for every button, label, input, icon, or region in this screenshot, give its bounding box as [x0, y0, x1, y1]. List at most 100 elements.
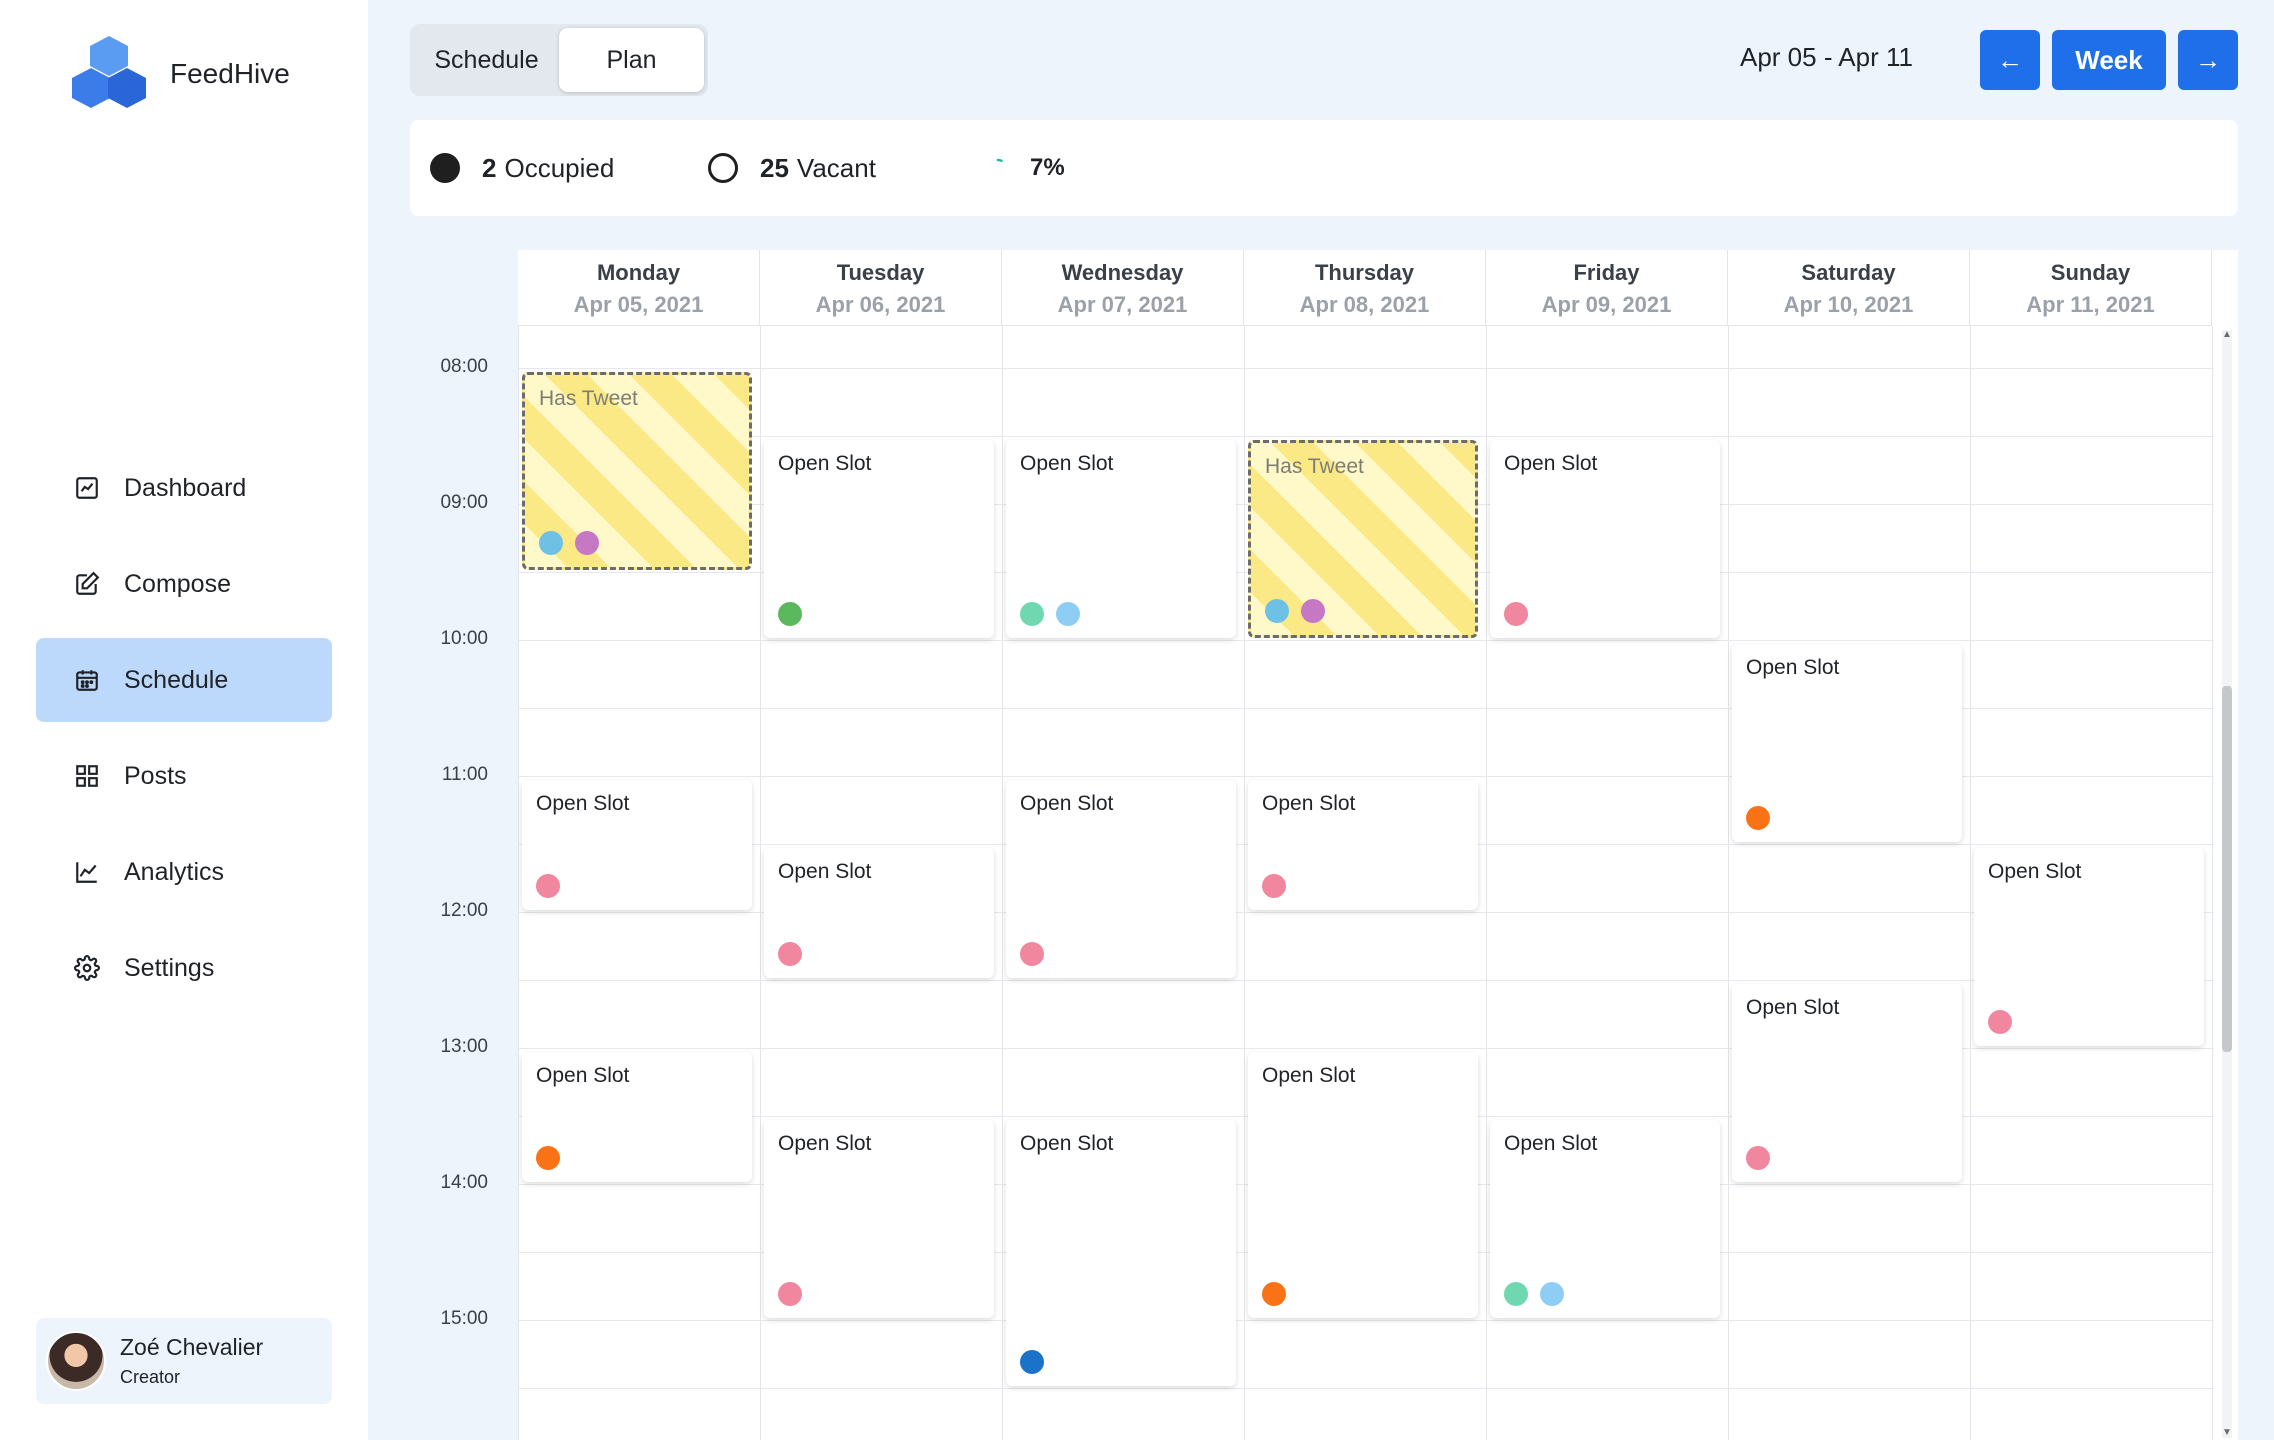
- column-divider: [1244, 326, 1245, 1440]
- account-dot-icon: [1504, 602, 1528, 626]
- scroll-down-icon[interactable]: ▼: [2222, 1427, 2232, 1438]
- day-date: Apr 10, 2021: [1783, 292, 1914, 317]
- brand[interactable]: FeedHive: [70, 34, 290, 114]
- slot-title: Open Slot: [1746, 996, 1840, 1019]
- open-slot[interactable]: Open Slot: [522, 780, 752, 910]
- sidebar-item-label: Dashboard: [124, 473, 247, 502]
- slot-title: Open Slot: [1262, 792, 1356, 815]
- vacant-count: 25: [760, 152, 789, 183]
- week-view-button[interactable]: Week: [2052, 30, 2166, 90]
- sidebar-item-compose[interactable]: Compose: [36, 542, 332, 626]
- grid-icon: [74, 763, 100, 789]
- account-dot-icon: [778, 1282, 802, 1306]
- account-dot-icon: [1301, 599, 1325, 623]
- tab-schedule[interactable]: Schedule: [434, 45, 539, 74]
- open-slot[interactable]: Open Slot: [1006, 780, 1236, 978]
- account-dot-icon: [539, 531, 563, 555]
- account-dot-icon: [1265, 599, 1289, 623]
- vacant-dot-icon: [708, 153, 738, 183]
- day-date: Apr 05, 2021: [573, 292, 704, 317]
- date-range: Apr 05 - Apr 11: [1740, 42, 1913, 72]
- user-name: Zoé Chevalier: [120, 1334, 264, 1360]
- day-header: Saturday Apr 10, 2021: [1728, 250, 1970, 326]
- open-slot[interactable]: Open Slot: [764, 848, 994, 978]
- sidebar-item-label: Settings: [124, 953, 215, 982]
- time-label: 09:00: [440, 492, 488, 513]
- row-divider: [518, 436, 2214, 437]
- row-divider: [518, 640, 2214, 641]
- column-divider: [1970, 326, 1971, 1440]
- open-slot[interactable]: Open Slot: [1006, 1120, 1236, 1386]
- previous-week-button[interactable]: ←: [1980, 30, 2040, 90]
- sidebar-nav: Dashboard Compose Schedule Posts Analyti…: [36, 446, 332, 1022]
- calendar-scrollbar[interactable]: ▲ ▼: [2222, 330, 2232, 1438]
- brand-name: FeedHive: [170, 58, 290, 89]
- time-label: 08:00: [440, 356, 488, 377]
- sidebar: FeedHive Dashboard Compose Schedule Post…: [0, 0, 368, 1440]
- day-name: Saturday: [1801, 260, 1896, 285]
- slot-title: Open Slot: [1988, 860, 2082, 883]
- occupied-dot-icon: [430, 153, 460, 183]
- open-slot[interactable]: Open Slot: [1490, 440, 1720, 638]
- tweet-slot[interactable]: Has Tweet: [1248, 440, 1478, 638]
- slot-accounts: [536, 1146, 572, 1170]
- open-slot[interactable]: Open Slot: [1974, 848, 2204, 1046]
- account-dot-icon: [1504, 1282, 1528, 1306]
- day-name: Sunday: [2050, 260, 2131, 285]
- account-dot-icon: [1746, 806, 1770, 830]
- column-divider: [1728, 326, 1729, 1440]
- day-date: Apr 08, 2021: [1299, 292, 1430, 317]
- row-divider: [518, 708, 2214, 709]
- slot-accounts: [1746, 1146, 1782, 1170]
- slot-accounts: [1265, 599, 1337, 623]
- slot-title: Has Tweet: [539, 387, 638, 410]
- open-slot[interactable]: Open Slot: [1248, 1052, 1478, 1318]
- arrow-right-icon: →: [2195, 44, 2221, 75]
- compose-icon: [74, 571, 100, 597]
- day-header: Monday Apr 05, 2021: [518, 250, 760, 326]
- slot-accounts: [778, 942, 814, 966]
- slot-accounts: [1746, 806, 1782, 830]
- sidebar-item-label: Posts: [124, 761, 187, 790]
- sidebar-item-label: Compose: [124, 569, 231, 598]
- slot-title: Has Tweet: [1265, 455, 1364, 478]
- slot-title: Open Slot: [536, 792, 630, 815]
- time-label: 12:00: [440, 900, 488, 921]
- time-label: 15:00: [440, 1308, 488, 1329]
- tweet-slot[interactable]: Has Tweet: [522, 372, 752, 570]
- account-dot-icon: [778, 602, 802, 626]
- open-slot[interactable]: Open Slot: [1732, 644, 1962, 842]
- account-dot-icon: [1262, 1282, 1286, 1306]
- time-label: 11:00: [441, 764, 488, 785]
- sidebar-item-posts[interactable]: Posts: [36, 734, 332, 818]
- open-slot[interactable]: Open Slot: [764, 1120, 994, 1318]
- sidebar-item-schedule[interactable]: Schedule: [36, 638, 332, 722]
- open-slot[interactable]: Open Slot: [1006, 440, 1236, 638]
- scroll-up-icon[interactable]: ▲: [2222, 329, 2232, 340]
- user-card[interactable]: Zoé Chevalier Creator: [36, 1318, 332, 1404]
- sidebar-item-analytics[interactable]: Analytics: [36, 830, 332, 914]
- day-name: Thursday: [1314, 260, 1415, 285]
- stats-bar: 2 Occupied 25 Vacant 7%: [410, 120, 2238, 216]
- slot-accounts: [1504, 1282, 1576, 1306]
- sidebar-item-dashboard[interactable]: Dashboard: [36, 446, 332, 530]
- arrow-left-icon: ←: [1997, 44, 2023, 75]
- slot-accounts: [1262, 874, 1298, 898]
- sidebar-item-settings[interactable]: Settings: [36, 926, 332, 1010]
- day-date: Apr 06, 2021: [815, 292, 946, 317]
- tab-plan[interactable]: Plan: [559, 28, 704, 92]
- open-slot[interactable]: Open Slot: [764, 440, 994, 638]
- scroll-thumb[interactable]: [2222, 686, 2232, 1052]
- vacant-label: Vacant: [796, 152, 876, 183]
- open-slot[interactable]: Open Slot: [522, 1052, 752, 1182]
- open-slot[interactable]: Open Slot: [1248, 780, 1478, 910]
- slot-title: Open Slot: [778, 860, 872, 883]
- next-week-button[interactable]: →: [2178, 30, 2238, 90]
- account-dot-icon: [1746, 1146, 1770, 1170]
- day-header: Tuesday Apr 06, 2021: [760, 250, 1002, 326]
- row-divider: [518, 1048, 2214, 1049]
- slot-title: Open Slot: [1020, 1132, 1114, 1155]
- week-calendar: Monday Apr 05, 2021 Tuesday Apr 06, 2021 Wed…: [518, 250, 2238, 1440]
- open-slot[interactable]: Open Slot: [1732, 984, 1962, 1182]
- open-slot[interactable]: Open Slot: [1490, 1120, 1720, 1318]
